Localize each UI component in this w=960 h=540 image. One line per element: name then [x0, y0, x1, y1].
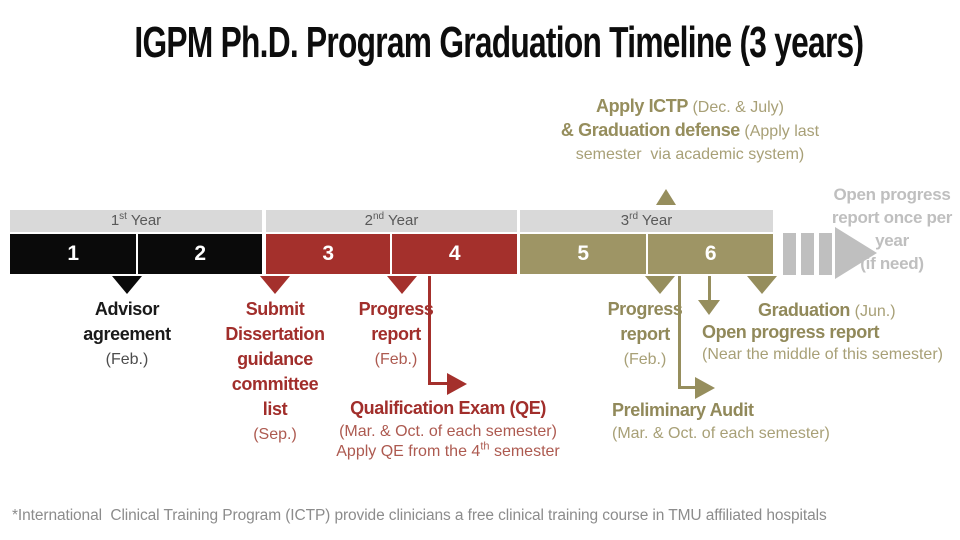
progress-y2-down-arrow-icon — [387, 276, 417, 294]
semester-block-2: 2 — [138, 234, 262, 274]
graduation-defense-label: & Graduation defense — [560, 120, 740, 140]
ictp-annotation-line-3: semester via academic system) — [540, 143, 840, 166]
open-report-arrow-stem — [708, 276, 711, 302]
semester-block-6: 6 — [648, 234, 773, 274]
milestone-graduation: Graduation (Jun.) — [758, 298, 958, 324]
prelim-connector-vertical — [678, 276, 681, 388]
apply-ictp-date: (Dec. & July) — [692, 99, 785, 116]
progress-y2-title-line: Progress — [358, 299, 434, 319]
graduation-defense-note: (Apply last — [744, 123, 820, 140]
milestone-advisor-agreement: Advisor agreement (Feb.) — [47, 297, 207, 370]
prelim-title: Preliminary Audit — [612, 400, 754, 420]
progress-y3-title-line: report — [620, 324, 670, 344]
graduation-date: (Jun.) — [854, 303, 896, 320]
qe-connector-vertical — [428, 276, 431, 384]
graduation-defense-note-2: semester via academic system) — [575, 146, 805, 163]
advisor-date: (Feb.) — [105, 351, 149, 368]
footer-note: *International Clinical Training Program… — [12, 507, 827, 524]
progress-y3-down-arrow-icon — [645, 276, 675, 294]
ictp-annotation-line-1: Apply ICTP (Dec. & July) — [540, 95, 840, 119]
advisor-title-line: agreement — [83, 324, 171, 344]
open-report-once-line: Open progress — [833, 185, 951, 204]
committee-title-line: guidance — [237, 349, 313, 369]
progress-y2-title-line: report — [371, 324, 421, 344]
committee-title-line: Submit — [245, 299, 305, 319]
advisor-down-arrow-icon — [112, 276, 142, 294]
semester-block-5: 5 — [520, 234, 646, 274]
open-report-timing-note: (Near the middle of this semester) — [702, 346, 943, 363]
committee-title-line: committee — [231, 374, 319, 394]
milestone-open-progress-report: Open progress report (Near the middle of… — [702, 320, 960, 365]
ictp-up-arrow-icon — [656, 189, 676, 205]
committee-date: (Sep.) — [253, 426, 297, 443]
open-report-once-line: year — [875, 231, 909, 250]
milestone-committee-list: Submit Dissertation guidance committee l… — [195, 297, 355, 445]
prelim-right-arrow-icon — [695, 377, 715, 399]
committee-title-line: Dissertation — [225, 324, 325, 344]
progress-y2-date: (Feb.) — [374, 351, 418, 368]
ictp-annotation: Apply ICTP (Dec. & July) & Graduation de… — [540, 95, 840, 166]
year-band-1st: 1st Year — [10, 210, 262, 232]
qe-apply-note: Apply QE from the 4th semester — [336, 440, 560, 460]
graduation-down-arrow-icon — [747, 276, 777, 294]
open-report-once-line: (if need) — [860, 254, 924, 273]
progress-y3-title-line: Progress — [607, 299, 683, 319]
milestone-preliminary-audit: Preliminary Audit (Mar. & Oct. of each s… — [612, 398, 862, 444]
year-label-2nd: 2nd Year — [364, 211, 419, 230]
repeat-right-arrow-icon — [835, 227, 877, 279]
milestone-progress-report-y2: Progress report (Feb.) — [316, 297, 476, 370]
repeat-arrow-bar-1 — [783, 233, 796, 275]
qe-title: Qualification Exam (QE) — [350, 398, 546, 418]
prelim-schedule-note: (Mar. & Oct. of each semester) — [612, 425, 830, 442]
milestone-qualification-exam: Qualification Exam (QE) (Mar. & Oct. of … — [330, 396, 566, 462]
year-band-2nd: 2nd Year — [266, 210, 517, 232]
repeat-arrow-bar-3 — [819, 233, 832, 275]
open-report-down-arrow-icon — [698, 300, 720, 315]
semester-block-1: 1 — [10, 234, 136, 274]
open-report-once-line: report once per — [831, 208, 953, 227]
semester-block-3: 3 — [266, 234, 390, 274]
progress-y3-date: (Feb.) — [623, 351, 667, 368]
prelim-connector-horizontal — [678, 386, 696, 389]
semester-block-4: 4 — [392, 234, 517, 274]
qe-schedule-note: (Mar. & Oct. of each semester) — [339, 423, 557, 440]
committee-title-line: list — [262, 399, 288, 419]
open-report-title: Open progress report — [702, 322, 880, 342]
advisor-title-line: Advisor — [94, 299, 160, 319]
year-label-3rd: 3rd Year — [620, 211, 673, 230]
graduation-title: Graduation — [758, 300, 851, 320]
year-label-1st: 1st Year — [110, 211, 162, 230]
committee-down-arrow-icon — [260, 276, 290, 294]
qe-connector-horizontal — [428, 382, 448, 385]
graduation-title-line: Graduation (Jun.) — [758, 298, 958, 324]
qe-right-arrow-icon — [447, 373, 467, 395]
year-band-3rd: 3rd Year — [520, 210, 773, 232]
apply-ictp-label: Apply ICTP — [595, 96, 688, 116]
ictp-annotation-line-2: & Graduation defense (Apply last — [540, 119, 840, 143]
open-report-once-note: Open progress report once per year (if n… — [812, 183, 960, 275]
repeat-arrow-bar-2 — [801, 233, 814, 275]
page-title: IGPM Ph.D. Program Graduation Timeline (… — [134, 18, 864, 67]
milestone-progress-report-y3: Progress report (Feb.) — [565, 297, 725, 370]
